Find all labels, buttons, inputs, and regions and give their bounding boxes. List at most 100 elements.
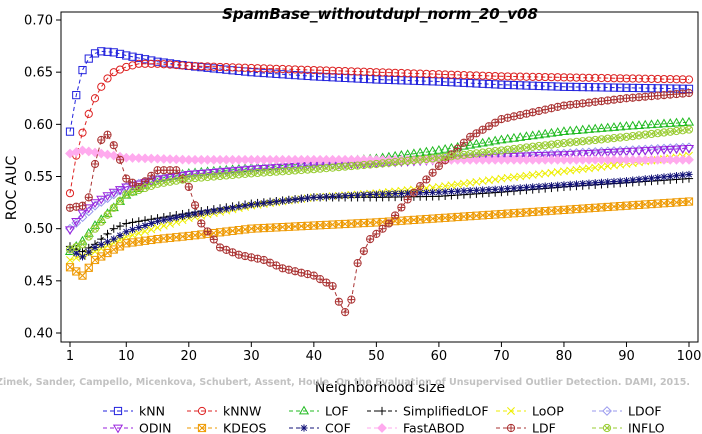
series-inflo-point bbox=[647, 129, 656, 139]
series-cof-point bbox=[685, 170, 693, 179]
series-lof-point bbox=[490, 135, 501, 145]
series-inflo-point bbox=[609, 134, 619, 143]
series-ldf-point bbox=[459, 138, 469, 147]
series-simplifiedlof-point bbox=[122, 219, 131, 228]
series-ldf-point bbox=[172, 166, 181, 175]
series-odin-point bbox=[527, 152, 538, 162]
series-cof-point bbox=[447, 187, 456, 196]
series-cof-point bbox=[535, 182, 543, 191]
series-inflo-point bbox=[178, 175, 187, 184]
series-knnw-point bbox=[65, 189, 75, 198]
series-ldf-point bbox=[359, 246, 368, 256]
series-cof-point bbox=[310, 193, 318, 201]
series-cof-point bbox=[635, 175, 643, 184]
series-knnw-point bbox=[128, 61, 137, 70]
series-ldf-point bbox=[122, 174, 131, 183]
series-lof-point bbox=[677, 117, 688, 127]
series-ldf-point bbox=[684, 88, 694, 98]
series-knn-point bbox=[634, 83, 644, 93]
series-kdeos-line bbox=[69, 201, 690, 277]
series-inflo-point bbox=[447, 152, 456, 161]
series-knnw-point bbox=[322, 66, 331, 75]
series-kdeos-point bbox=[684, 197, 694, 206]
series-inflo-point bbox=[165, 177, 175, 186]
series-inflo-point bbox=[240, 169, 250, 178]
series-ldf-point bbox=[366, 235, 375, 244]
series-knnw-point bbox=[359, 67, 368, 76]
legend-item-fastabod-label: FastABOD bbox=[403, 421, 465, 434]
series-knnw-point bbox=[616, 74, 625, 83]
series-knn-point bbox=[472, 79, 481, 88]
series-odin-point bbox=[77, 209, 88, 219]
series-cof-point bbox=[128, 226, 137, 234]
series-knnw-point bbox=[459, 70, 469, 80]
series-inflo-point bbox=[272, 167, 281, 176]
legend-item-fastabod-marker bbox=[377, 423, 387, 433]
series-cof-point bbox=[516, 184, 524, 192]
series-knnw-point bbox=[103, 74, 112, 83]
series-loop-point bbox=[591, 163, 600, 172]
series-fastabod-point bbox=[77, 145, 88, 156]
series-inflo-point bbox=[228, 170, 237, 180]
series-loop-line bbox=[69, 155, 690, 261]
series-knn-point bbox=[603, 83, 612, 92]
series-inflo-point bbox=[109, 203, 118, 212]
series-inflo-point bbox=[416, 155, 425, 164]
series-odin-point bbox=[596, 149, 607, 159]
series-knn-point bbox=[584, 83, 594, 92]
series-loop-point bbox=[66, 256, 74, 264]
series-knn-point bbox=[334, 73, 343, 82]
series-knnw-point bbox=[578, 73, 587, 82]
series-inflo-point bbox=[659, 128, 669, 137]
series-knn-point bbox=[134, 53, 143, 63]
series-cof-point bbox=[260, 199, 268, 207]
series-knnw-point bbox=[240, 63, 250, 72]
series-knn-point bbox=[109, 48, 118, 57]
series-loop-point bbox=[509, 173, 518, 182]
legend-item-kdeos: KDEOS bbox=[187, 421, 267, 434]
series-knnw-point bbox=[628, 74, 637, 83]
series-fastabod-point bbox=[165, 154, 175, 165]
series-knnw-point bbox=[265, 64, 275, 73]
series-loop-point bbox=[159, 221, 168, 230]
series-inflo-point bbox=[197, 173, 206, 182]
series-loop-point bbox=[134, 229, 143, 238]
series-knnw-point bbox=[297, 65, 306, 74]
series-knn-point bbox=[247, 68, 256, 77]
series-knn-point bbox=[309, 72, 318, 81]
series-knn-point bbox=[597, 83, 606, 92]
x-tick-label: 80 bbox=[556, 349, 573, 364]
series-knnw-point bbox=[672, 75, 681, 84]
series-knnw-point bbox=[416, 69, 425, 78]
series-ldf-point bbox=[328, 281, 337, 291]
legend-item-loop-label: LoOP bbox=[532, 404, 564, 419]
series-inflo-point bbox=[566, 138, 575, 147]
series-lof-point bbox=[683, 116, 695, 126]
series-ldf-point bbox=[453, 144, 462, 153]
series-knnw-point bbox=[684, 75, 694, 84]
legend-item-ldf-label: LDF bbox=[532, 421, 556, 434]
series-loop-point bbox=[147, 225, 156, 234]
series-knn-line bbox=[69, 50, 690, 132]
series-inflo-point bbox=[472, 149, 481, 158]
series-cof-point bbox=[454, 187, 462, 195]
series-cof-point bbox=[322, 193, 330, 201]
series-ldf-point bbox=[190, 201, 200, 210]
series-knnw-point bbox=[172, 60, 181, 70]
series-ldf-point bbox=[434, 161, 443, 171]
series-knnw-point bbox=[122, 62, 131, 72]
series-inflo-point bbox=[441, 152, 450, 162]
y-tick-label: 0.60 bbox=[24, 118, 53, 133]
series-cof-point bbox=[178, 212, 187, 220]
series-lof-point bbox=[558, 126, 570, 136]
series-knnw-point bbox=[347, 67, 356, 76]
series-cof-point bbox=[597, 178, 606, 186]
series-lof-point bbox=[508, 132, 519, 142]
series-knnw-point bbox=[84, 109, 93, 119]
series-ldf-point bbox=[103, 130, 112, 139]
series-ldf-point bbox=[334, 297, 343, 306]
series-knn-point bbox=[628, 83, 637, 93]
series-inflo-point bbox=[253, 168, 262, 178]
series-cof-point bbox=[579, 179, 587, 188]
series-inflo-point bbox=[584, 136, 594, 145]
